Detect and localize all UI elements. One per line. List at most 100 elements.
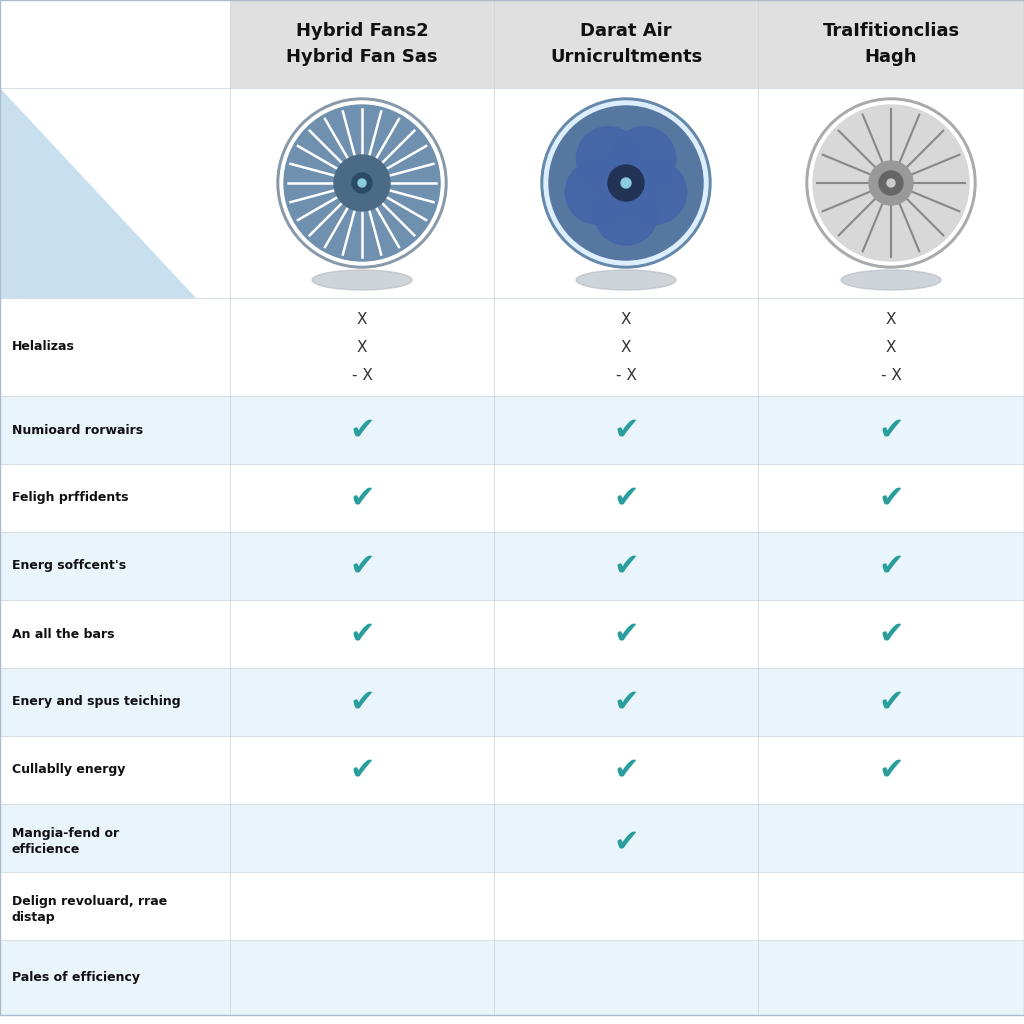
Text: ✔: ✔ — [879, 620, 904, 648]
Bar — [0, 396, 230, 464]
Bar — [758, 396, 1024, 464]
Circle shape — [334, 155, 390, 211]
Bar — [0, 940, 230, 1015]
Text: X: X — [621, 340, 631, 354]
Text: Mangia-fend or
efficience: Mangia-fend or efficience — [12, 826, 119, 856]
Text: ✔: ✔ — [613, 756, 639, 784]
Bar — [494, 940, 758, 1015]
Text: Darat Air
Urnicrultments: Darat Air Urnicrultments — [550, 23, 702, 66]
Text: TraIfitionclias
Hagh: TraIfitionclias Hagh — [822, 23, 959, 66]
Circle shape — [621, 178, 631, 188]
Bar — [758, 464, 1024, 532]
Circle shape — [352, 173, 372, 193]
Circle shape — [544, 101, 708, 265]
Text: ✔: ✔ — [349, 483, 375, 512]
Bar — [0, 600, 230, 668]
Text: ✔: ✔ — [613, 687, 639, 717]
Bar — [758, 0, 1024, 88]
Bar — [0, 88, 230, 298]
Bar — [0, 464, 230, 532]
Bar — [230, 600, 494, 668]
Circle shape — [577, 127, 640, 190]
Bar — [230, 736, 494, 804]
Bar — [758, 736, 1024, 804]
Bar — [494, 804, 758, 879]
Text: X: X — [886, 311, 896, 327]
Bar — [494, 532, 758, 600]
Bar — [230, 0, 494, 88]
Circle shape — [608, 165, 644, 201]
Text: ✔: ✔ — [349, 552, 375, 581]
Circle shape — [284, 105, 440, 261]
Text: Feligh prffidents: Feligh prffidents — [12, 492, 128, 505]
Text: Hybrid Fans2
Hybrid Fan Sas: Hybrid Fans2 Hybrid Fan Sas — [287, 23, 437, 66]
Text: ✔: ✔ — [613, 483, 639, 512]
Circle shape — [594, 181, 658, 245]
Text: ✔: ✔ — [879, 756, 904, 784]
Bar — [494, 396, 758, 464]
Text: ✔: ✔ — [613, 827, 639, 856]
Polygon shape — [0, 88, 196, 298]
Text: ✔: ✔ — [879, 552, 904, 581]
Text: ✔: ✔ — [879, 483, 904, 512]
Bar — [230, 940, 494, 1015]
Circle shape — [806, 98, 976, 268]
Bar — [494, 668, 758, 736]
Bar — [758, 600, 1024, 668]
Text: ✔: ✔ — [879, 687, 904, 717]
Text: X: X — [886, 340, 896, 354]
Bar — [0, 668, 230, 736]
Bar — [494, 298, 758, 396]
Circle shape — [549, 106, 703, 260]
Circle shape — [565, 161, 630, 224]
Circle shape — [869, 161, 913, 205]
Text: Numioard rorwairs: Numioard rorwairs — [12, 424, 143, 436]
Text: X: X — [621, 311, 631, 327]
Bar — [758, 298, 1024, 396]
Bar — [494, 600, 758, 668]
Bar — [494, 872, 758, 947]
Text: Enery and spus teiching: Enery and spus teiching — [12, 695, 180, 709]
Circle shape — [278, 98, 447, 268]
Text: ✔: ✔ — [349, 620, 375, 648]
Bar — [0, 804, 230, 879]
Bar — [230, 298, 494, 396]
Text: ✔: ✔ — [349, 756, 375, 784]
Bar — [758, 668, 1024, 736]
Bar — [230, 396, 494, 464]
Bar — [758, 872, 1024, 947]
Bar — [230, 668, 494, 736]
Bar — [494, 88, 758, 298]
Text: Pales of efficiency: Pales of efficiency — [12, 971, 140, 984]
Bar — [758, 88, 1024, 298]
Text: ✔: ✔ — [349, 416, 375, 444]
Text: ✔: ✔ — [613, 416, 639, 444]
Text: Cullablly energy: Cullablly energy — [12, 764, 125, 776]
Text: Helalizas: Helalizas — [12, 341, 75, 353]
Text: An all the bars: An all the bars — [12, 628, 115, 640]
Circle shape — [280, 101, 444, 265]
Ellipse shape — [575, 270, 676, 290]
Circle shape — [809, 101, 973, 265]
Bar — [494, 464, 758, 532]
Circle shape — [879, 171, 903, 195]
Bar — [758, 940, 1024, 1015]
Text: X: X — [356, 311, 368, 327]
Text: ✔: ✔ — [613, 620, 639, 648]
Bar — [230, 804, 494, 879]
Bar — [230, 88, 494, 298]
Bar — [0, 736, 230, 804]
Bar — [230, 532, 494, 600]
Bar — [0, 0, 230, 88]
Text: Delign revoluard, rrae
distap: Delign revoluard, rrae distap — [12, 895, 167, 925]
Ellipse shape — [312, 270, 412, 290]
Circle shape — [611, 127, 676, 190]
Bar — [0, 298, 230, 396]
Bar — [758, 532, 1024, 600]
Text: X: X — [356, 340, 368, 354]
Bar — [230, 872, 494, 947]
Bar — [494, 0, 758, 88]
Text: ✔: ✔ — [349, 687, 375, 717]
Bar — [494, 736, 758, 804]
Text: - X: - X — [881, 368, 901, 383]
